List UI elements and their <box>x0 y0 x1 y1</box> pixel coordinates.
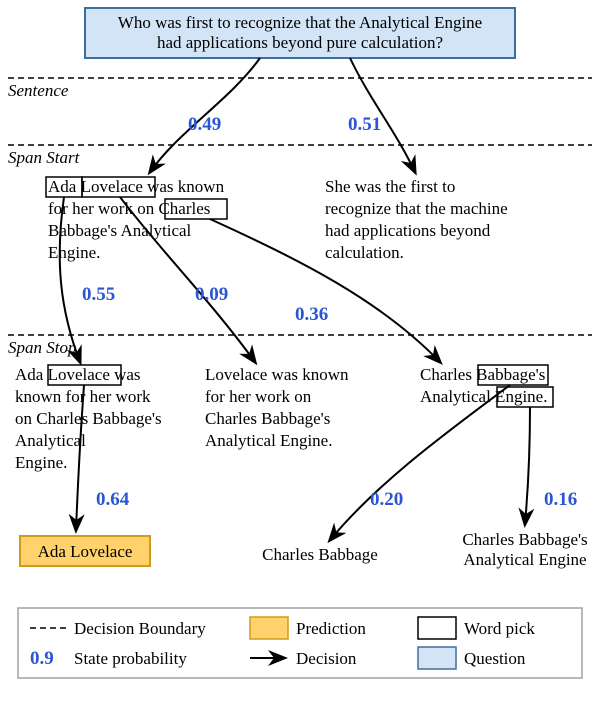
answer3-l1: Charles Babbage's <box>462 530 587 549</box>
sl-l1: Ada Lovelace was known <box>48 177 225 196</box>
c3-l1: Charles Babbage's <box>420 365 545 384</box>
answer3-l2: Analytical Engine <box>463 550 586 569</box>
stop-c3: Charles Babbage's Analytical Engine. <box>420 365 553 407</box>
c1-l3: on Charles Babbage's <box>15 409 162 428</box>
arrow-charles-to-c3 <box>210 219 440 362</box>
legend-prob-val: 0.9 <box>30 648 54 669</box>
section-span-start: Span Start <box>8 148 81 167</box>
c2-l2: for her work on <box>205 387 312 406</box>
stop-c1: Ada Lovelace was known for her work on C… <box>15 365 162 472</box>
c2-l4: Analytical Engine. <box>205 431 332 450</box>
arrow-c3-to-a2 <box>330 385 510 540</box>
question-line2: had applications beyond pure calculation… <box>157 33 443 52</box>
prob-l3-1: 0.64 <box>96 489 130 510</box>
c2-l1: Lovelace was known <box>205 365 349 384</box>
arrow-c3-to-a3 <box>525 407 530 524</box>
section-span-stop: Span Stop <box>8 338 76 357</box>
sentence-right: She was the first to recognize that the … <box>325 177 508 262</box>
legend-pred-swatch <box>250 617 288 639</box>
prob-l2-1: 0.55 <box>82 284 115 305</box>
c1-l4: Analytical <box>15 431 86 450</box>
legend-decision: Decision <box>296 649 357 668</box>
arrow-c1-to-pred <box>76 385 84 530</box>
sr-l4: calculation. <box>325 243 404 262</box>
c3-l2: Analytical Engine. <box>420 387 547 406</box>
c1-l5: Engine. <box>15 453 67 472</box>
legend-wordpick: Word pick <box>464 619 535 638</box>
prob-l1-left: 0.49 <box>188 114 221 135</box>
stop-c2: Lovelace was known for her work on Charl… <box>205 365 349 450</box>
legend-wordpick-swatch <box>418 617 456 639</box>
diagram-canvas: Who was first to recognize that the Anal… <box>0 0 600 712</box>
legend-decision-boundary: Decision Boundary <box>74 619 206 638</box>
sl-l3: Babbage's Analytical <box>48 221 192 240</box>
question-line1: Who was first to recognize that the Anal… <box>118 13 482 32</box>
sr-l1: She was the first to <box>325 177 455 196</box>
answer2: Charles Babbage <box>262 545 378 564</box>
legend-prediction: Prediction <box>296 619 366 638</box>
legend-question: Question <box>464 649 526 668</box>
prediction-text: Ada Lovelace <box>38 542 133 561</box>
prob-l3-2: 0.20 <box>370 489 403 510</box>
prob-l1-right: 0.51 <box>348 114 381 135</box>
legend: Decision Boundary Prediction Word pick 0… <box>18 608 582 678</box>
prob-l2-2: 0.09 <box>195 284 228 305</box>
sr-l3: had applications beyond <box>325 221 491 240</box>
prob-l2-3: 0.36 <box>295 304 328 325</box>
legend-question-swatch <box>418 647 456 669</box>
sl-l4: Engine. <box>48 243 100 262</box>
prob-l3-3: 0.16 <box>544 489 577 510</box>
c2-l3: Charles Babbage's <box>205 409 330 428</box>
section-sentence: Sentence <box>8 81 69 100</box>
sr-l2: recognize that the machine <box>325 199 508 218</box>
legend-state-prob: State probability <box>74 649 187 668</box>
